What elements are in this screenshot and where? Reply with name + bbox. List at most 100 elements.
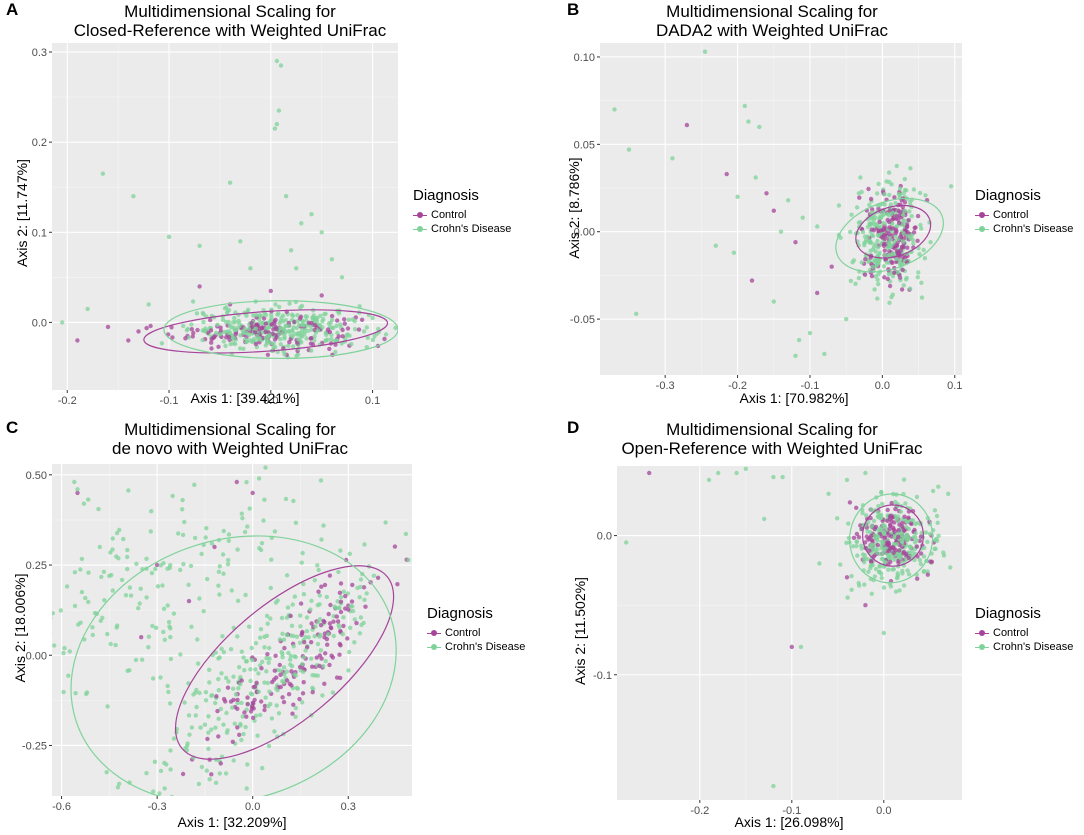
point-control — [887, 232, 892, 237]
point-crohns — [786, 198, 791, 203]
point-control — [183, 336, 188, 341]
point-crohns — [780, 474, 785, 480]
legend-item-control: Control — [427, 626, 525, 640]
point-control — [898, 202, 903, 207]
point-crohns — [291, 344, 296, 349]
point-crohns — [318, 478, 324, 483]
point-crohns — [888, 243, 894, 248]
point-crohns — [869, 562, 874, 568]
point-crohns — [294, 266, 299, 271]
point-crohns — [231, 320, 236, 325]
point-crohns — [219, 671, 224, 676]
point-crohns — [162, 637, 167, 642]
point-crohns — [849, 573, 854, 579]
point-crohns — [875, 296, 880, 301]
point-crohns — [256, 671, 261, 676]
point-crohns — [890, 274, 896, 279]
point-crohns — [277, 637, 283, 642]
point-crohns — [301, 592, 307, 597]
panel-a: A Multidimensional Scaling for Closed-Re… — [0, 0, 542, 417]
point-crohns — [335, 330, 340, 336]
point-control — [336, 334, 341, 339]
point-crohns — [144, 771, 149, 776]
point-crohns — [257, 546, 262, 551]
point-crohns — [935, 520, 940, 525]
point-control — [322, 681, 327, 686]
point-crohns — [876, 510, 881, 515]
point-crohns — [334, 323, 339, 328]
point-crohns — [138, 586, 143, 591]
point-control — [235, 697, 240, 703]
point-crohns — [150, 623, 155, 629]
point-crohns — [873, 546, 878, 552]
point-crohns — [865, 529, 870, 534]
point-crohns — [917, 252, 922, 257]
point-crohns — [318, 313, 323, 319]
point-crohns — [734, 470, 739, 476]
point-crohns — [185, 326, 191, 332]
point-crohns — [288, 662, 293, 667]
point-crohns — [895, 518, 900, 523]
point-crohns — [236, 686, 241, 691]
ellipse-crohns — [835, 197, 944, 273]
point-crohns — [941, 553, 947, 558]
point-control — [310, 664, 315, 669]
point-crohns — [879, 556, 885, 562]
point-crohns — [121, 536, 126, 542]
point-crohns — [146, 634, 152, 639]
point-crohns — [213, 725, 218, 730]
point-crohns — [171, 736, 177, 741]
point-crohns — [105, 704, 110, 709]
point-crohns — [304, 629, 310, 634]
point-crohns — [245, 307, 251, 312]
point-crohns — [294, 353, 299, 359]
point-crohns — [241, 731, 246, 737]
point-crohns — [330, 690, 336, 695]
point-crohns — [364, 591, 369, 596]
point-control — [265, 352, 271, 357]
point-crohns — [317, 593, 322, 598]
point-crohns — [670, 156, 675, 161]
scatter-plot: -0.6 -0.3 0.0 0.3 -0.25 0.00 0.25 0.50 — [22, 464, 412, 813]
legend: Diagnosis Control Crohn's Disease — [427, 605, 525, 654]
point-crohns — [881, 585, 887, 590]
point-control — [191, 330, 196, 336]
point-crohns — [882, 221, 887, 226]
point-control — [280, 695, 285, 700]
point-crohns — [346, 317, 352, 322]
plot-background — [52, 464, 412, 796]
point-crohns — [856, 275, 862, 281]
point-crohns — [848, 278, 854, 284]
point-crohns — [878, 515, 884, 521]
point-control — [857, 195, 862, 200]
point-control — [327, 329, 333, 335]
point-crohns — [286, 650, 291, 656]
point-control — [847, 500, 853, 505]
point-crohns — [79, 556, 85, 562]
point-crohns — [901, 283, 906, 288]
point-crohns — [844, 477, 850, 483]
point-crohns — [127, 585, 133, 590]
point-crohns — [836, 203, 842, 208]
point-crohns — [893, 589, 899, 594]
point-crohns — [267, 689, 272, 694]
point-crohns — [866, 569, 871, 574]
point-control — [906, 515, 911, 520]
point-crohns — [86, 570, 91, 575]
point-crohns — [114, 625, 119, 630]
point-crohns — [909, 518, 914, 523]
point-crohns — [38, 572, 42, 576]
point-control — [896, 560, 901, 565]
point-crohns — [235, 598, 241, 603]
x-tick-label: -0.3 — [656, 380, 675, 392]
point-control — [894, 229, 899, 234]
point-crohns — [225, 728, 230, 733]
point-control — [309, 336, 314, 341]
point-crohns — [370, 315, 375, 321]
point-control — [136, 329, 141, 334]
point-crohns — [846, 535, 852, 541]
point-crohns — [876, 252, 881, 258]
point-control — [340, 327, 345, 333]
point-crohns — [206, 714, 211, 719]
point-control — [911, 230, 917, 235]
